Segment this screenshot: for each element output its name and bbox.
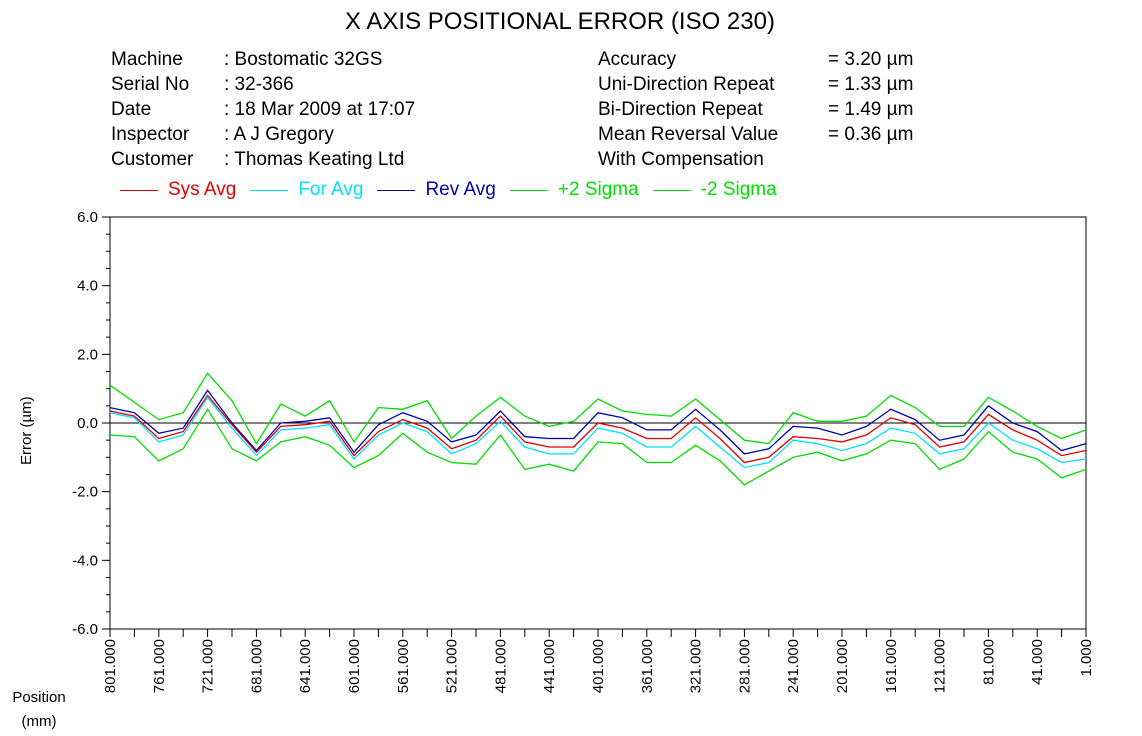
x-axis-label-line: Position	[12, 689, 66, 706]
x-tick-label: 441.000	[541, 639, 558, 693]
legend-item-rev-avg: Rev Avg	[377, 179, 496, 201]
x-tick-label: 601.000	[346, 639, 363, 693]
x-tick-label: 681.000	[248, 639, 265, 693]
legend-swatch	[120, 189, 158, 191]
legend-label: Sys Avg	[168, 179, 237, 200]
x-tick-label: 41.000	[1029, 639, 1046, 685]
results-info: Accuracy = 3.20 µm Uni-Direction Repeat = …	[598, 47, 913, 172]
x-axis-label-line: (mm)	[21, 713, 57, 730]
x-axis-label: Position (mm)	[9, 686, 69, 734]
series-line-rev-avg	[109, 389, 1087, 455]
y-tick-label: 4.0	[77, 278, 98, 295]
x-tick-label: 241.000	[785, 639, 802, 693]
x-tick-label: 801.000	[102, 639, 119, 693]
legend-label: Rev Avg	[425, 179, 496, 200]
y-tick-label: -6.0	[72, 621, 98, 638]
series-line-2-sigma	[109, 372, 1087, 445]
info-row-serial: Serial No : 32-366	[111, 72, 415, 97]
info-value: : 18 Mar 2009 at 17:07	[224, 99, 416, 120]
legend-swatch	[509, 189, 548, 191]
legend-swatch	[652, 189, 691, 191]
info-value: : Thomas Keating Ltd	[224, 149, 405, 170]
info-value: : 32-366	[224, 74, 294, 95]
info-label: Date	[111, 99, 152, 120]
info-label: Serial No	[111, 74, 190, 95]
info-row-machine: Machine : Bostomatic 32GS	[111, 47, 415, 72]
x-tick-label: 121.000	[932, 639, 949, 693]
legend-item-sys-avg: Sys Avg	[120, 179, 236, 201]
result-label: With Compensation	[598, 149, 764, 170]
y-tick-label: 0.0	[77, 415, 98, 432]
y-axis-label: Error (µm)	[18, 396, 35, 465]
legend-item-plus-2-sigma: +2 Sigma	[509, 179, 639, 201]
x-tick-label: 521.000	[444, 639, 461, 693]
result-row-uni-repeat: Uni-Direction Repeat = 1.33 µm	[598, 72, 913, 97]
series-line-sys-avg	[109, 394, 1087, 464]
info-row-customer: Customer : Thomas Keating Ltd	[111, 147, 415, 172]
result-row-reversal: Mean Reversal Value = 0.36 µm	[598, 122, 913, 147]
legend-label: -2 Sigma	[700, 179, 777, 200]
result-value: = 1.49 µm	[828, 99, 914, 120]
chart-legend: Sys Avg For Avg Rev Avg +2 Sigma -2 Sigm…	[120, 179, 791, 201]
legend-label: For Avg	[298, 179, 364, 200]
result-label: Mean Reversal Value	[598, 124, 779, 145]
legend-swatch	[377, 189, 416, 191]
x-tick-label: 201.000	[834, 639, 851, 693]
legend-item-minus-2-sigma: -2 Sigma	[652, 179, 777, 201]
result-label: Uni-Direction Repeat	[598, 74, 775, 95]
result-label: Bi-Direction Repeat	[598, 99, 763, 120]
chart-title: X AXIS POSITIONAL ERROR (ISO 230)	[345, 8, 775, 35]
result-row-bi-repeat: Bi-Direction Repeat = 1.49 µm	[598, 97, 913, 122]
x-tick-label: 1.000	[1078, 639, 1095, 677]
info-value: : Bostomatic 32GS	[224, 49, 383, 70]
series-line-2-sigma	[109, 408, 1087, 486]
result-row-accuracy: Accuracy = 3.20 µm	[598, 47, 913, 72]
y-tick-label: 6.0	[77, 209, 98, 226]
x-tick-label: 761.000	[151, 639, 168, 693]
x-tick-label: 161.000	[883, 639, 900, 693]
legend-label: +2 Sigma	[557, 179, 639, 200]
info-label: Customer	[111, 149, 194, 170]
x-tick-label: 401.000	[590, 639, 607, 693]
result-value: = 1.33 µm	[828, 74, 914, 95]
x-tick-label: 361.000	[639, 639, 656, 693]
x-tick-label: 81.000	[980, 639, 997, 685]
x-tick-label: 561.000	[395, 639, 412, 693]
info-label: Machine	[111, 49, 183, 70]
series-line-for-avg	[109, 396, 1087, 469]
y-tick-label: 2.0	[77, 346, 98, 363]
result-value: = 0.36 µm	[828, 124, 914, 145]
info-row-inspector: Inspector : A J Gregory	[111, 122, 415, 147]
result-value: = 3.20 µm	[828, 49, 914, 70]
x-tick-label: 281.000	[736, 639, 753, 693]
y-tick-label: -4.0	[72, 552, 98, 569]
info-value: : A J Gregory	[224, 124, 334, 145]
x-tick-label: 321.000	[688, 639, 705, 693]
result-label: Accuracy	[598, 49, 677, 70]
legend-swatch	[250, 189, 289, 191]
x-tick-label: 641.000	[297, 639, 314, 693]
result-row-compensation: With Compensation	[598, 147, 913, 172]
x-tick-label: 721.000	[200, 639, 217, 693]
info-label: Inspector	[111, 124, 190, 145]
info-row-date: Date : 18 Mar 2009 at 17:07	[111, 97, 415, 122]
machine-info: Machine : Bostomatic 32GS Serial No : 32-3…	[111, 47, 415, 172]
legend-item-for-avg: For Avg	[250, 179, 363, 201]
x-tick-label: 481.000	[492, 639, 509, 693]
y-tick-label: -2.0	[72, 484, 98, 501]
